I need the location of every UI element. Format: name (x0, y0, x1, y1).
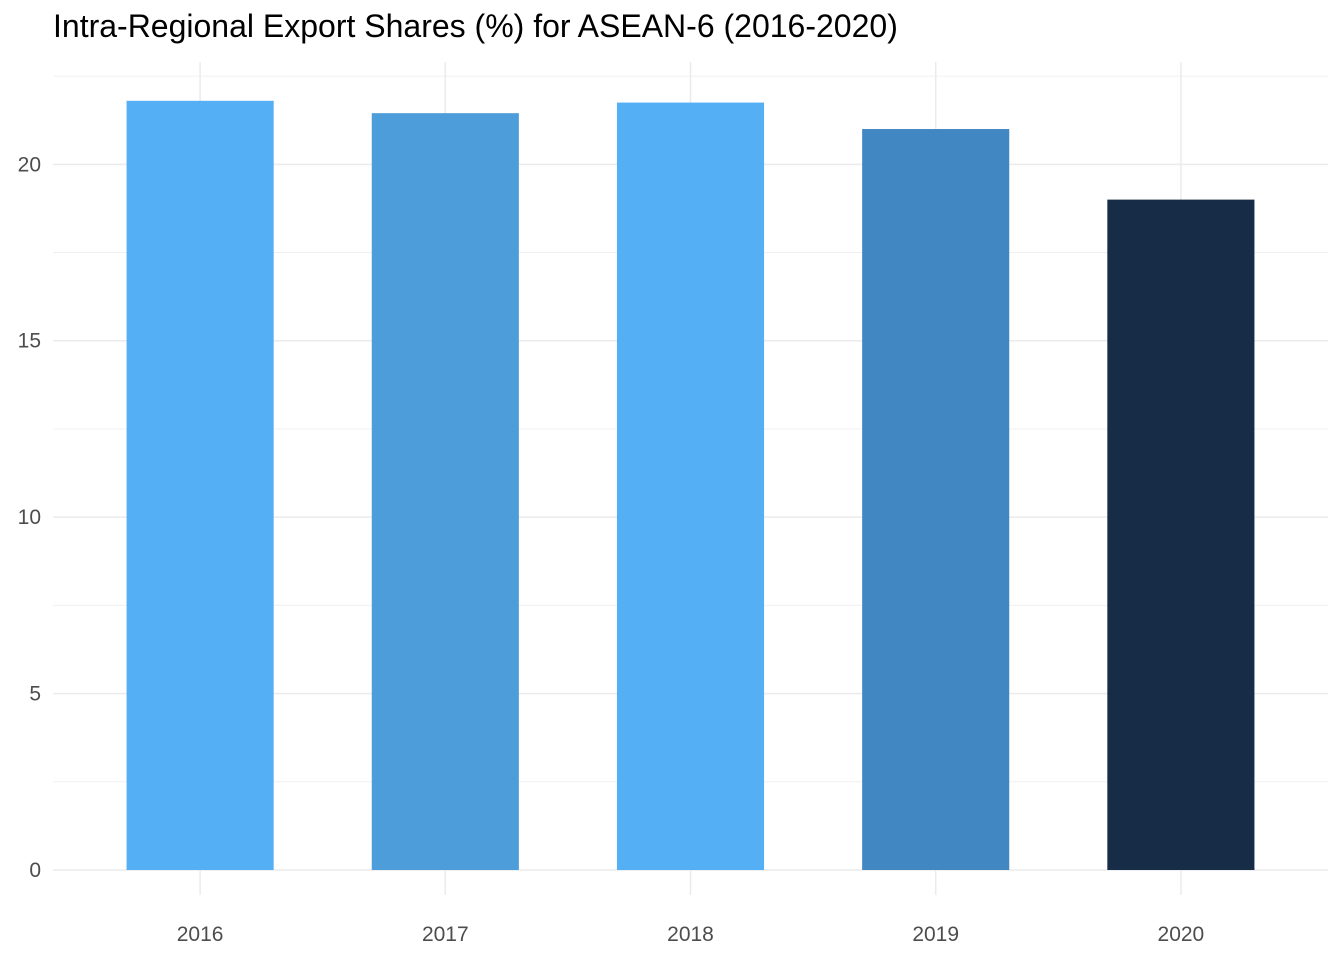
x-tick-label: 2020 (1158, 923, 1205, 946)
y-tick-label: 20 (18, 153, 41, 176)
bar-2017 (371, 113, 519, 871)
x-tick-label: 2018 (667, 923, 714, 946)
y-tick-label: 15 (18, 330, 41, 353)
y-tick-label: 10 (18, 506, 41, 529)
y-tick-label: 0 (29, 859, 41, 882)
bar-2018 (616, 102, 765, 870)
y-tick-label: 5 (29, 683, 41, 706)
chart-title: Intra-Regional Export Shares (%) for ASE… (53, 8, 898, 44)
x-tick-label: 2016 (177, 923, 224, 946)
bar-2019 (862, 129, 1010, 870)
x-tick-label: 2019 (912, 923, 959, 946)
bar-2016 (126, 100, 274, 870)
bar-2020 (1107, 199, 1255, 870)
x-tick-label: 2017 (422, 923, 469, 946)
